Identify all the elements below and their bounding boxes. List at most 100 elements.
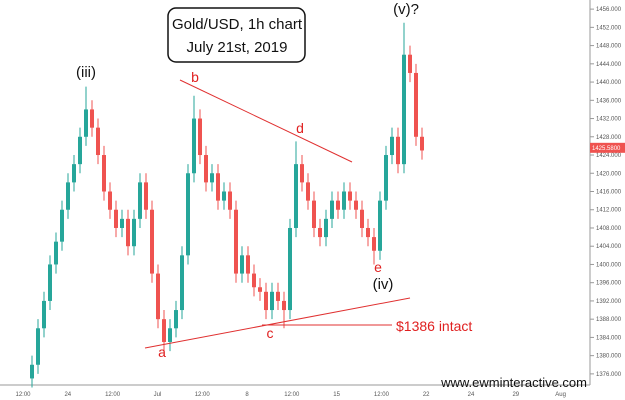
candle-body (300, 164, 304, 183)
candle-body (120, 218, 124, 228)
y-tick-label: 1412.000 (596, 208, 622, 214)
candle-body (216, 173, 220, 201)
candle-body (198, 118, 202, 156)
candle-body (420, 136, 424, 151)
candle-body (210, 173, 214, 183)
candle-body (384, 155, 388, 201)
wave-label: d (296, 120, 304, 136)
candle-body (306, 182, 310, 201)
candle-body (360, 209, 364, 228)
candle-body (150, 209, 154, 274)
candle-body (324, 218, 328, 238)
candle-body (30, 364, 34, 379)
candle-body (282, 300, 286, 311)
candle-body (252, 273, 256, 288)
candle-body (126, 218, 130, 247)
y-tick-label: 1444.000 (596, 62, 622, 68)
candle-body (294, 164, 298, 228)
y-tick-label: 1416.000 (596, 190, 622, 196)
x-tick-label: 24 (64, 392, 71, 398)
candle-body (132, 218, 136, 247)
candle-body (54, 241, 58, 265)
candle-body (396, 136, 400, 165)
candle-body (414, 72, 418, 137)
candle-body (174, 310, 178, 329)
candle-body (270, 291, 274, 311)
y-tick-label: 1392.000 (596, 299, 622, 305)
x-tick-label: 29 (512, 392, 519, 398)
y-tick-label: 1420.000 (596, 171, 622, 177)
support-label: $1386 intact (396, 318, 472, 334)
candle-body (72, 164, 76, 183)
candle-body (180, 255, 184, 311)
y-tick-label: 1396.000 (596, 281, 622, 287)
candle-body (264, 291, 268, 311)
x-tick-label: 12:00 (15, 392, 31, 398)
candle-body (336, 200, 340, 210)
candle-body (288, 227, 292, 311)
trendline-upper (179, 79, 353, 163)
last-price-box (590, 142, 625, 153)
candle-body (372, 237, 376, 251)
candle-body (36, 328, 40, 365)
y-tick-label: 1456.000 (596, 7, 622, 13)
candle-body (114, 209, 118, 228)
candle-body (84, 109, 88, 137)
candle-body (204, 155, 208, 183)
candle-body (162, 319, 166, 342)
candle-body (228, 191, 232, 210)
candle-body (402, 54, 406, 165)
wave-label: e (374, 259, 382, 275)
candle-body (378, 200, 382, 251)
y-tick-label: 1452.000 (596, 25, 622, 31)
wave-label: a (158, 344, 166, 360)
x-tick-label: 12:00 (374, 392, 390, 398)
candle-body (66, 182, 70, 210)
candle-body (276, 291, 280, 301)
x-tick-label: 24 (468, 392, 475, 398)
candle-body (234, 209, 238, 274)
y-tick-label: 1388.000 (596, 317, 622, 323)
y-tick-label: 1380.000 (596, 354, 622, 360)
wave-label: b (191, 69, 199, 85)
candle-body (330, 200, 334, 219)
watermark: www.ewminteractive.com (440, 375, 587, 390)
trendline-lower (144, 297, 411, 349)
wave-label: (v)? (393, 1, 419, 18)
candle-body (390, 136, 394, 156)
candle-body (96, 127, 100, 156)
candle-body (102, 155, 106, 192)
y-tick-label: 1376.000 (596, 372, 622, 378)
candle-body (312, 200, 316, 228)
candle-body (42, 300, 46, 329)
candle-body (60, 209, 64, 242)
candle-body (258, 287, 262, 292)
x-tick-label: 12:00 (284, 392, 300, 398)
x-tick-label: Jul (154, 392, 162, 398)
x-tick-label: 8 (245, 392, 249, 398)
candle-body (156, 273, 160, 320)
candle-body (366, 227, 370, 238)
chart-subtitle: July 21st, 2019 (187, 39, 288, 56)
candle-body (240, 255, 244, 274)
wave-label: (iv) (373, 276, 394, 293)
candle-body (408, 54, 412, 73)
candle-body (318, 227, 322, 238)
y-tick-label: 1404.000 (596, 244, 622, 250)
y-tick-label: 1384.000 (596, 335, 622, 341)
x-tick-label: Aug (555, 392, 566, 398)
candle-body (144, 182, 148, 210)
candle-body (348, 191, 352, 201)
candle-body (138, 182, 142, 219)
candle-body (222, 191, 226, 201)
wave-label: c (267, 325, 274, 341)
y-tick-label: 1408.000 (596, 226, 622, 232)
candle-body (48, 264, 52, 301)
y-tick-label: 1448.000 (596, 44, 622, 50)
chart-title: Gold/USD, 1h chart (172, 16, 303, 33)
candle-body (168, 328, 172, 342)
last-price-label: 1425.5800 (592, 146, 621, 152)
y-tick-label: 1428.000 (596, 135, 622, 141)
